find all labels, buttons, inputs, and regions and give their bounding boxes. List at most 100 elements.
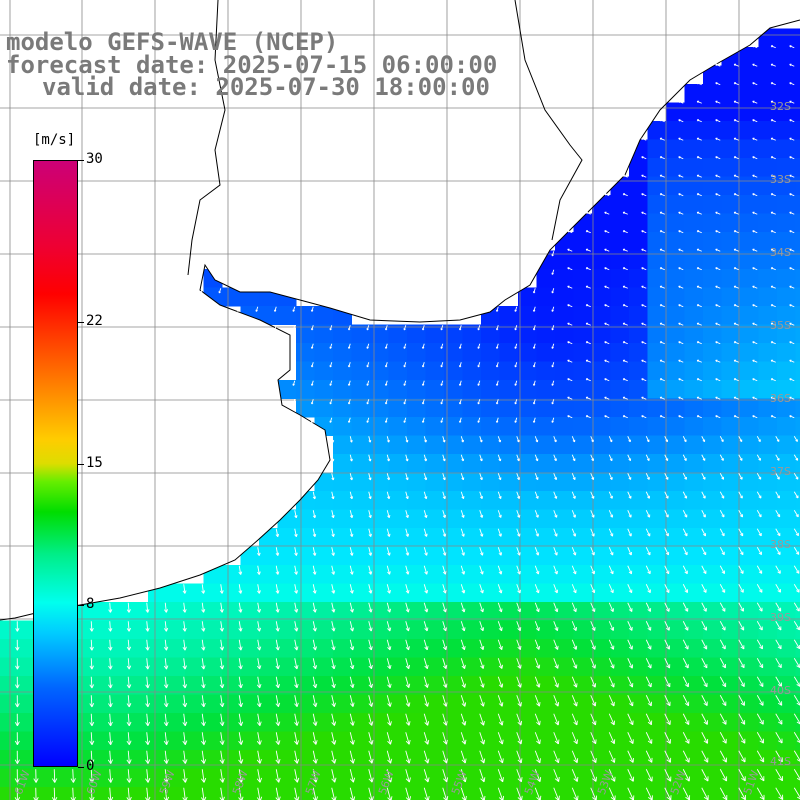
wind-cell	[666, 750, 685, 769]
wind-arrow	[368, 676, 373, 689]
wind-cell	[573, 287, 593, 307]
wind-cell	[222, 620, 241, 640]
wind-cell	[610, 213, 630, 233]
wind-arrow	[479, 510, 484, 518]
wind-arrow	[627, 491, 632, 499]
wind-cell	[240, 602, 260, 621]
wind-cell	[777, 472, 796, 492]
wind-arrow	[567, 285, 573, 289]
wind-arrow	[627, 547, 632, 556]
wind-arrow	[701, 732, 709, 744]
wind-arrow	[789, 267, 795, 271]
wind-arrow	[659, 396, 665, 400]
wind-arrow	[460, 565, 466, 575]
wind-arrow	[733, 396, 739, 400]
wind-arrow	[331, 676, 336, 689]
wind-cell	[573, 676, 593, 695]
wind-cell	[703, 306, 722, 325]
wind-arrow	[752, 322, 758, 326]
wind-arrow	[733, 156, 739, 160]
wind-cell	[610, 620, 630, 640]
wind-cell	[296, 546, 315, 566]
wind-cell	[684, 435, 704, 455]
wind-arrow	[608, 713, 615, 726]
wind-cell	[388, 398, 408, 418]
wind-arrow	[51, 787, 58, 800]
wind-cell	[592, 398, 611, 418]
wind-cell	[296, 639, 315, 658]
wind-cell	[314, 528, 334, 547]
wind-cell	[629, 528, 648, 547]
wind-cell	[444, 380, 463, 399]
wind-arrow	[775, 787, 784, 800]
wind-arrow	[770, 193, 776, 197]
wind-cell	[388, 731, 408, 751]
wind-cell	[185, 602, 204, 621]
wind-arrow	[460, 584, 466, 594]
wind-arrow	[145, 602, 150, 613]
wind-cell	[407, 546, 426, 566]
latitude-label: 40S	[770, 684, 791, 697]
wind-cell	[666, 546, 685, 566]
wind-cell	[203, 731, 223, 751]
wind-cell	[610, 380, 630, 399]
wind-cell	[629, 343, 648, 362]
wind-arrow	[738, 491, 743, 499]
wind-arrow	[442, 491, 446, 500]
wind-cell	[481, 472, 500, 492]
wind-arrow	[585, 341, 591, 345]
wind-cell	[407, 787, 426, 800]
wind-cell	[758, 121, 778, 140]
wind-cell	[462, 639, 482, 658]
wind-arrow	[608, 528, 614, 537]
wind-arrow	[738, 769, 746, 782]
wind-arrow	[770, 63, 776, 67]
land-mask	[0, 0, 800, 620]
wind-cell	[629, 565, 648, 584]
wind-cell	[259, 787, 278, 800]
wind-arrow	[733, 359, 739, 363]
wind-arrow	[349, 436, 353, 443]
wind-arrow	[571, 732, 578, 745]
wind-arrow	[423, 473, 428, 481]
wind-cell	[684, 713, 704, 732]
wind-cell	[740, 47, 759, 66]
wind-cell	[758, 287, 778, 307]
wind-arrow	[585, 211, 591, 215]
wind-arrow	[310, 380, 314, 386]
wind-cell	[111, 768, 130, 788]
wind-arrow	[497, 602, 503, 613]
wind-cell	[721, 269, 741, 288]
wind-arrow	[423, 639, 429, 651]
wind-cell	[499, 602, 519, 621]
wind-cell	[740, 269, 759, 288]
wind-cell	[388, 435, 408, 455]
wind-cell	[721, 84, 741, 103]
wind-arrow	[89, 787, 95, 800]
wind-arrow	[275, 769, 281, 783]
wind-cell	[703, 195, 722, 214]
wind-arrow	[659, 304, 665, 308]
wind-arrow	[571, 473, 576, 481]
wind-arrow	[590, 732, 597, 745]
wind-cell	[795, 398, 800, 418]
wind-arrow	[460, 732, 467, 745]
wind-arrow	[349, 676, 355, 689]
wind-arrow	[567, 267, 573, 271]
wind-cell	[277, 750, 297, 769]
wind-arrow	[163, 750, 169, 764]
wind-arrow	[516, 436, 520, 443]
wind-cell	[481, 343, 500, 362]
wind-arrow	[733, 193, 739, 197]
wind-cell	[684, 121, 704, 140]
wind-arrow	[553, 639, 559, 650]
wind-arrow	[696, 267, 702, 271]
wind-arrow	[622, 322, 628, 326]
wind-cell	[203, 657, 223, 677]
wind-cell	[684, 731, 704, 751]
wind-cell	[407, 620, 426, 640]
wind-cell	[573, 509, 593, 529]
wind-cell	[111, 639, 130, 658]
wind-cell	[758, 528, 778, 547]
